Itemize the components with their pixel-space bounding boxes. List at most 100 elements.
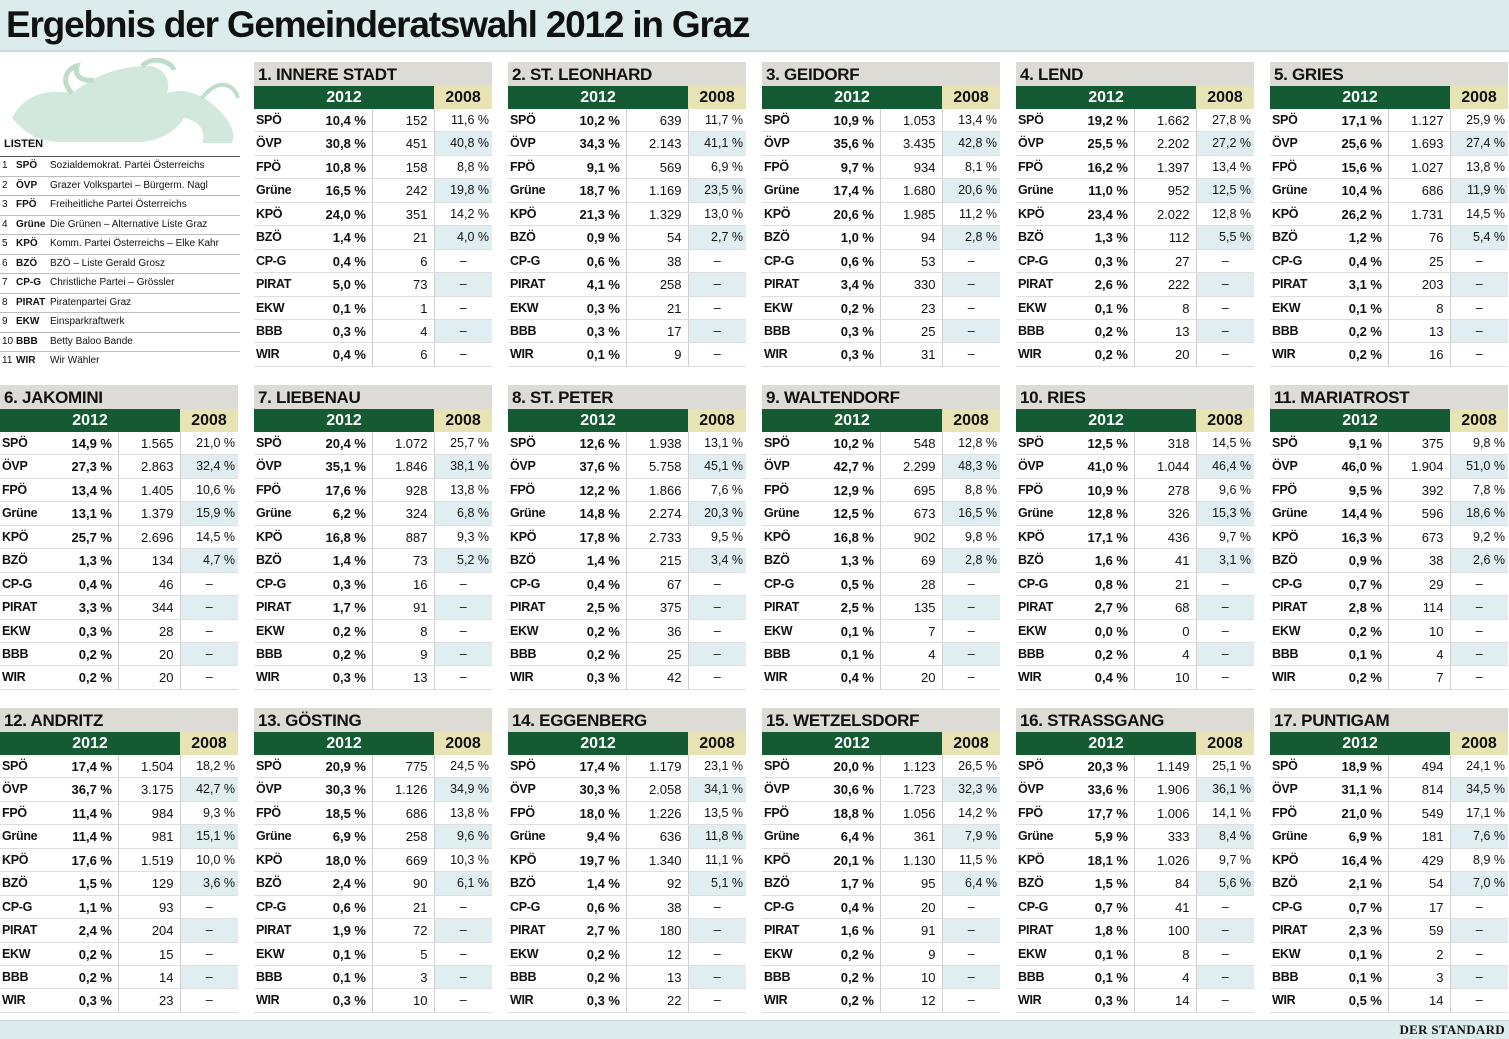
legend-abbr: WIR	[16, 355, 36, 366]
votes-2012: 324	[373, 502, 435, 525]
result-row: EKW 0,1 % 2 –	[1270, 942, 1508, 966]
votes-2012: 69	[881, 549, 943, 572]
result-row: Grüne 10,4 % 686 11,9 %	[1270, 179, 1508, 203]
party-label: PIRAT	[256, 600, 292, 615]
share-2012: 17,8 %	[564, 525, 627, 549]
share-2008: 13,8 %	[450, 805, 489, 820]
result-row: SPÖ 18,9 % 494 24,1 %	[1270, 755, 1508, 779]
share-2012: 0,1 %	[1072, 942, 1135, 965]
votes-2012: 12	[627, 942, 689, 965]
party-label: ÖVP	[2, 782, 28, 797]
votes-2012: 639	[627, 109, 689, 132]
year-2012-header: 2012	[508, 732, 688, 755]
share-2008: 8,8 %	[457, 159, 489, 174]
share-2012: 9,5 %	[1326, 478, 1389, 502]
year-2008-header: 2008	[434, 409, 492, 432]
result-row: KPÖ 16,8 % 887 9,3 %	[254, 525, 492, 550]
votes-2012: 12	[881, 989, 943, 1012]
share-2012: 35,1 %	[310, 455, 373, 478]
share-2012: 2,3 %	[1326, 919, 1389, 942]
result-row: SPÖ 20,3 % 1.149 25,1 %	[1016, 755, 1254, 779]
party-label: BZÖ	[1272, 876, 1298, 891]
share-2012: 0,2 %	[1326, 619, 1389, 642]
share-2008: –	[1450, 919, 1508, 942]
votes-2012: 46	[119, 572, 181, 596]
share-2012: 25,6 %	[1326, 132, 1389, 155]
votes-2012: 333	[1135, 825, 1197, 848]
year-2008-header: 2008	[180, 732, 238, 755]
party-label: BBB	[256, 969, 283, 984]
district-table: 15. WETZELSDORF 2012 2008 SPÖ 20,0 % 1.123 26,…	[762, 708, 1000, 1013]
share-2008: 7,9 %	[942, 825, 1000, 848]
result-row: CP-G 1,1 % 93 –	[0, 895, 238, 920]
result-row: BZÖ 1,4 % 92 5,1 %	[508, 872, 746, 896]
votes-2012: 1.053	[881, 109, 943, 132]
share-2008: 12,8 %	[1212, 206, 1251, 221]
year-2012-header: 2012	[0, 732, 180, 755]
party-label: BZÖ	[1018, 876, 1044, 891]
party-label: EKW	[764, 946, 793, 961]
share-2008: 25,7 %	[450, 436, 489, 450]
year-header: 2012 2008	[1270, 409, 1508, 432]
result-row: CP-G 0,6 % 38 –	[508, 895, 746, 920]
result-row: ÖVP 34,3 % 2.143 41,1 %	[508, 132, 746, 156]
result-row: SPÖ 9,1 % 375 9,8 %	[1270, 432, 1508, 456]
share-2012: 2,7 %	[1072, 596, 1135, 619]
share-2008: –	[1450, 965, 1508, 989]
party-label: KPÖ	[1018, 529, 1045, 544]
result-row: Grüne 6,2 % 324 6,8 %	[254, 502, 492, 526]
votes-2012: 2.274	[627, 502, 689, 525]
votes-2012: 13	[373, 666, 435, 689]
result-row: BBB 0,2 % 20–	[0, 642, 238, 667]
party-label: WIR	[2, 993, 26, 1008]
result-row: EKW 0,2 % 12 –	[508, 942, 746, 966]
party-label: CP-G	[1272, 253, 1303, 268]
year-header: 2012 2008	[254, 86, 492, 109]
votes-2012: 1.906	[1135, 778, 1197, 801]
votes-2012: 1.026	[1135, 848, 1197, 872]
party-label: FPÖ	[256, 805, 281, 820]
votes-2012: 7	[1389, 666, 1451, 689]
share-2008: 11,8 %	[688, 825, 746, 848]
share-2012: 6,9 %	[1326, 825, 1389, 848]
legend-name: Die Grünen – Alternative Liste Graz	[50, 218, 208, 230]
share-2008: –	[459, 300, 467, 315]
votes-2012: 180	[627, 919, 689, 942]
votes-2012: 3	[1389, 965, 1451, 989]
votes-2012: 0	[1135, 619, 1197, 642]
share-2012: 0,4 %	[1326, 249, 1389, 273]
party-label: WIR	[1018, 347, 1042, 362]
share-2012: 18,5 %	[310, 801, 373, 825]
votes-2012: 14	[119, 965, 181, 989]
share-2008: 46,4 %	[1196, 455, 1254, 478]
votes-2012: 436	[1135, 525, 1197, 549]
votes-2012: 29	[1389, 572, 1451, 596]
votes-2012: 1.731	[1389, 202, 1451, 226]
share-2008: –	[688, 642, 746, 666]
party-label: BZÖ	[510, 553, 536, 568]
result-row: Grüne 6,9 % 181 7,6 %	[1270, 825, 1508, 849]
share-2008: –	[205, 899, 213, 914]
result-row: ÖVP 30,3 % 2.058 34,1 %	[508, 778, 746, 802]
party-label: KPÖ	[256, 206, 283, 221]
share-2008: 20,3 %	[688, 502, 746, 525]
result-row: BBB 0,1 % 4–	[762, 642, 1000, 667]
votes-2012: 1.056	[881, 801, 943, 825]
votes-2012: 814	[1389, 778, 1451, 801]
party-label: ÖVP	[1272, 459, 1298, 474]
votes-2012: 91	[373, 596, 435, 619]
votes-2012: 84	[1135, 872, 1197, 895]
share-2008: –	[1475, 347, 1483, 362]
party-label: CP-G	[510, 899, 541, 914]
share-2008: 27,2 %	[1196, 132, 1254, 155]
party-label: BZÖ	[2, 876, 28, 891]
share-2008: 2,8 %	[942, 226, 1000, 249]
result-row: PIRAT 2,5 % 375–	[508, 596, 746, 620]
share-2012: 0,4 %	[310, 343, 373, 366]
votes-2012: 5	[373, 942, 435, 965]
votes-2012: 258	[373, 825, 435, 848]
district-title: 10. RIES	[1016, 385, 1254, 409]
result-row: CP-G 0,7 % 29 –	[1270, 572, 1508, 597]
party-label: EKW	[764, 300, 793, 315]
share-2012: 0,4 %	[818, 895, 881, 919]
